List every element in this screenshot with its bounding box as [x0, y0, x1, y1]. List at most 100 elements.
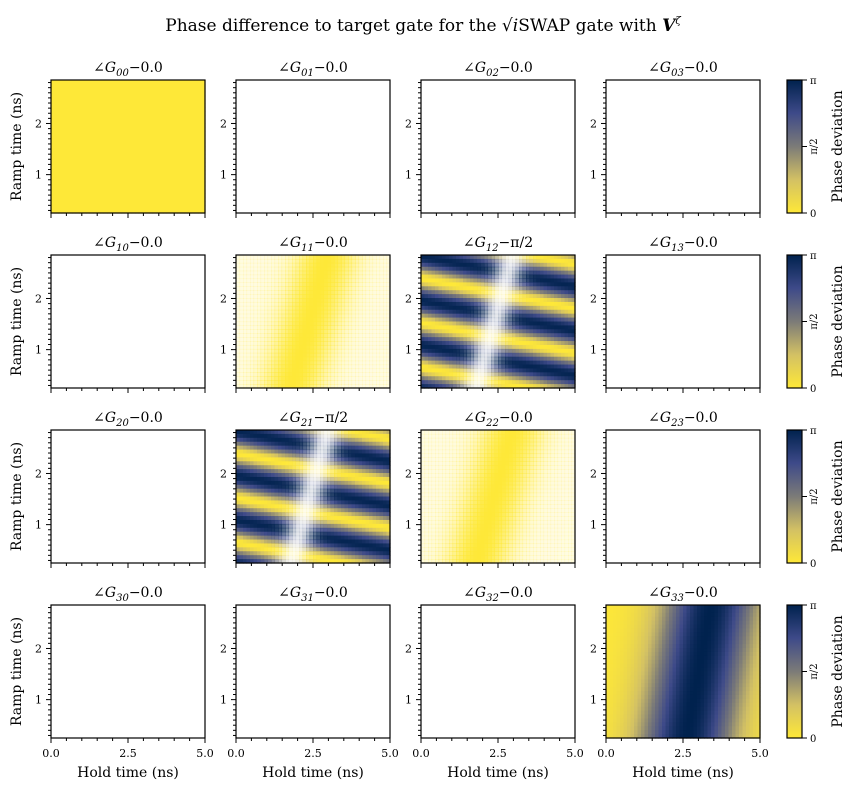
heatmap-cell [177, 87, 182, 93]
heatmap-cell [121, 181, 126, 187]
heatmap-cell [491, 270, 496, 276]
heatmap-cell [54, 115, 59, 120]
heatmap-cell [536, 282, 541, 287]
heatmap-cell [480, 364, 485, 370]
heatmap-cell [473, 294, 478, 299]
heatmap-cell [554, 317, 559, 323]
heatmap-cell [288, 290, 293, 295]
heatmap-cell [82, 87, 87, 93]
heatmap-cell [501, 333, 506, 338]
heatmap-cell [498, 360, 503, 366]
heatmap-cell [79, 162, 84, 167]
heatmap-cell [135, 185, 140, 191]
heatmap-cell [554, 337, 559, 342]
heatmap-cell [149, 91, 154, 97]
heatmap-cell [442, 298, 447, 303]
heatmap-cell [194, 197, 199, 202]
heatmap-cell [170, 126, 175, 132]
heatmap-cell [376, 309, 381, 315]
heatmap-cell [568, 321, 573, 327]
heatmap-cell [253, 384, 258, 389]
heatmap-cell [386, 364, 391, 370]
heatmap-cell [543, 368, 548, 373]
heatmap-cell [452, 360, 457, 366]
heatmap-cell [159, 150, 164, 155]
heatmap-cell [424, 376, 429, 381]
heatmap-cell [187, 197, 192, 202]
heatmap-cell [320, 278, 325, 283]
heatmap-cell [508, 266, 513, 272]
heatmap-cell [117, 123, 122, 128]
heatmap-cell [459, 356, 464, 362]
heatmap-cell [82, 162, 87, 167]
heatmap-cell [445, 360, 450, 366]
heatmap-cell [484, 255, 489, 260]
heatmap-cell [236, 500, 241, 505]
heatmap-cell [369, 255, 374, 260]
heatmap-cell [65, 193, 70, 198]
heatmap-cell [459, 337, 464, 342]
heatmap-cell [445, 262, 450, 268]
heatmap-cell [386, 278, 391, 283]
heatmap-cell [243, 356, 248, 362]
heatmap-cell [313, 360, 318, 366]
heatmap-cell [484, 258, 489, 264]
heatmap-cell [543, 313, 548, 319]
heatmap-cell [128, 189, 133, 195]
heatmap-cell [438, 255, 443, 260]
heatmap-cell [135, 154, 140, 159]
heatmap-cell [180, 205, 185, 210]
heatmap-cell [512, 364, 517, 370]
heatmap-cell [79, 150, 84, 155]
heatmap-cell [278, 282, 283, 287]
heatmap-cell [498, 255, 503, 260]
heatmap-cell [156, 111, 161, 116]
heatmap-cell [376, 380, 381, 385]
heatmap-cell [505, 278, 510, 283]
heatmap-cell [526, 278, 531, 283]
heatmap-cell [508, 270, 513, 276]
heatmap-cell [79, 209, 84, 214]
heatmap-cell [383, 344, 388, 350]
heatmap-cell [376, 270, 381, 276]
heatmap-cell [149, 146, 154, 152]
heatmap-cell [93, 134, 98, 140]
heatmap-cell [93, 119, 98, 124]
heatmap-cell [452, 384, 457, 389]
heatmap-cell [239, 305, 244, 311]
heatmap-cell [121, 80, 126, 85]
heatmap-cell [323, 384, 328, 389]
heatmap-cell [68, 197, 73, 202]
heatmap-cell [369, 333, 374, 338]
heatmap-cell [334, 337, 339, 342]
heatmap-cell [498, 337, 503, 342]
heatmap-cell [522, 329, 527, 334]
heatmap-cell [386, 321, 391, 327]
heatmap-cell [484, 290, 489, 295]
heatmap-cell [135, 189, 140, 195]
heatmap-cell [494, 294, 499, 299]
heatmap-cell [306, 294, 311, 299]
heatmap-cell [131, 107, 136, 112]
heatmap-cell [526, 262, 531, 268]
heatmap-cell [152, 197, 157, 202]
heatmap-cell [431, 356, 436, 362]
heatmap-cell [554, 325, 559, 330]
heatmap-cell [449, 352, 454, 358]
heatmap-cell [274, 309, 279, 315]
heatmap-cell [536, 376, 541, 381]
heatmap-cell [561, 341, 566, 346]
heatmap-cell [470, 270, 475, 276]
heatmap-cell [257, 360, 262, 366]
heatmap-cell [96, 123, 101, 128]
heatmap-cell [477, 255, 482, 260]
heatmap-cell [452, 341, 457, 346]
heatmap-cell [180, 80, 185, 85]
heatmap-cell [438, 380, 443, 385]
heatmap-cell [96, 185, 101, 191]
heatmap-cell [554, 360, 559, 366]
heatmap-cell [543, 356, 548, 362]
heatmap-cell [299, 266, 304, 272]
heatmap-cell [239, 551, 244, 556]
heatmap-cell [327, 274, 332, 280]
